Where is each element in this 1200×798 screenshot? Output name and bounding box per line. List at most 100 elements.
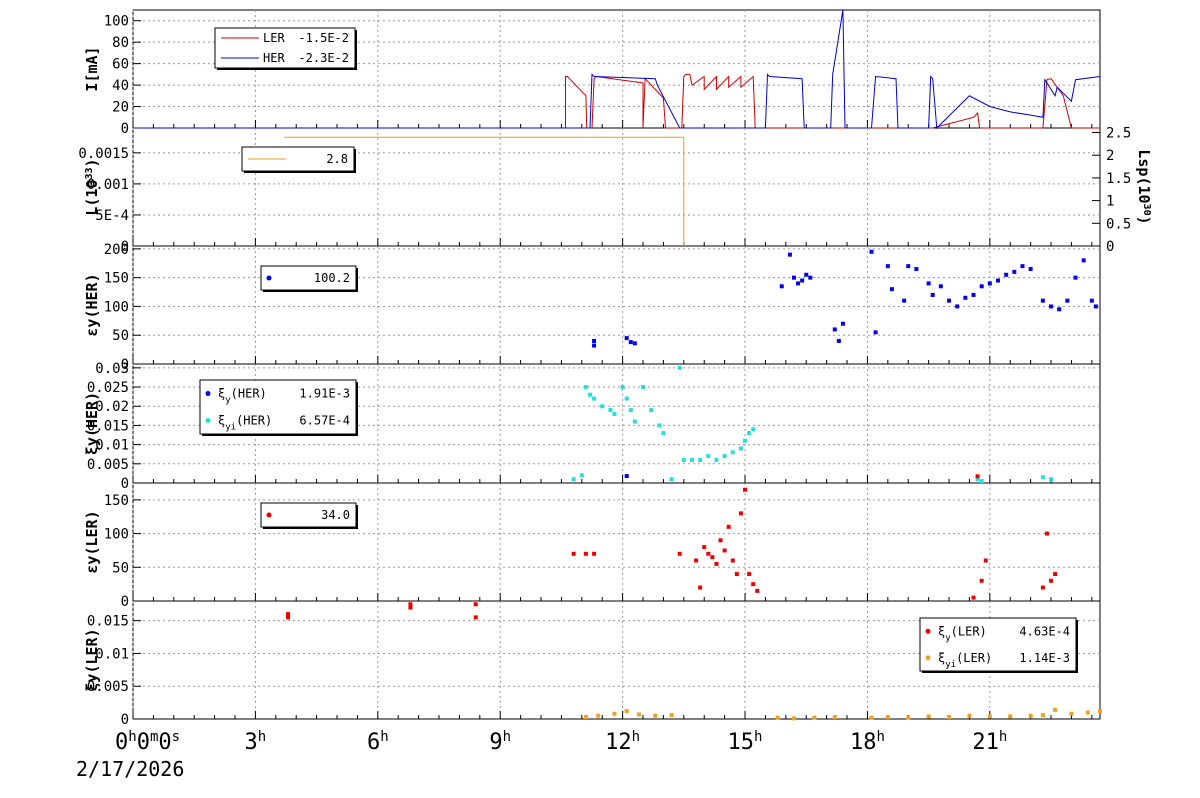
y-tick-label-right: 0: [1106, 239, 1114, 255]
data-point: [751, 582, 756, 587]
data-point: [1073, 275, 1078, 280]
data-point: [710, 555, 715, 560]
data-point: [600, 404, 605, 409]
y-axis-label: I[mA]: [83, 46, 101, 91]
data-point: [734, 572, 739, 577]
data-point: [698, 457, 703, 462]
data-point: [730, 558, 735, 563]
data-point: [914, 267, 919, 272]
data-point: [902, 298, 907, 303]
data-point: [583, 551, 588, 556]
y-tick-label: 0: [121, 239, 129, 255]
legend-box: [260, 502, 357, 528]
data-point: [579, 473, 584, 478]
data-point: [624, 336, 629, 341]
data-point: [286, 615, 291, 620]
data-point: [641, 385, 646, 390]
y-tick-label: 150: [104, 493, 129, 509]
legend-dot-marker: [266, 275, 272, 281]
y-tick-label: 0: [121, 594, 129, 610]
data-point: [775, 715, 780, 720]
data-point: [751, 427, 756, 432]
data-point: [1028, 267, 1033, 272]
legend-dot-marker: [205, 391, 211, 396]
data-point: [592, 343, 597, 348]
data-point: [979, 284, 984, 289]
y-tick-label: 0.03: [95, 361, 129, 377]
y-tick-label-right: 2: [1106, 148, 1114, 164]
data-point: [987, 714, 992, 719]
data-point: [661, 431, 666, 436]
legend-value: 2.8: [326, 152, 348, 166]
data-point: [702, 545, 707, 550]
y-tick-label: 5E-4: [95, 208, 129, 224]
legend-value: 1.91E-3: [299, 387, 350, 401]
y-tick-label: 0.01: [95, 438, 129, 454]
data-point: [592, 551, 597, 556]
data-point: [657, 423, 662, 428]
data-point: [592, 338, 597, 343]
legend-value: 1.14E-3: [1019, 651, 1070, 665]
data-point: [738, 446, 743, 451]
y-tick-label: 50: [112, 560, 129, 576]
data-point: [987, 281, 992, 286]
data-point: [1040, 585, 1045, 590]
y-tick-label: 0: [121, 712, 129, 728]
y-tick-label: 0.001: [87, 177, 129, 193]
data-point: [983, 558, 988, 563]
data-point: [755, 588, 760, 593]
y-tick-label: 0.01: [95, 646, 129, 662]
data-point: [963, 295, 968, 300]
data-point: [669, 713, 674, 718]
data-point: [1081, 258, 1086, 263]
x-tick-label: 0h0m0s: [115, 729, 180, 755]
x-tick-label: 12h: [605, 729, 640, 755]
data-point: [722, 454, 727, 459]
data-point: [571, 477, 576, 482]
data-point: [669, 477, 674, 482]
data-point: [906, 264, 911, 269]
data-point: [1085, 710, 1090, 715]
legend-dot-marker: [266, 512, 272, 518]
data-point: [653, 713, 658, 718]
x-tick-label: 3h: [245, 729, 267, 755]
data-point: [804, 272, 809, 277]
data-point: [583, 715, 588, 720]
data-point: [938, 284, 943, 289]
data-point: [1040, 298, 1045, 303]
data-point: [726, 524, 731, 529]
data-point: [571, 551, 576, 556]
legend-dot-marker: [205, 418, 211, 423]
data-point: [873, 330, 878, 335]
data-point: [796, 281, 801, 286]
data-point: [869, 249, 874, 254]
data-point: [620, 385, 625, 390]
y-tick-label: 0.0015: [78, 146, 129, 162]
data-point: [1004, 272, 1009, 277]
y-tick-label: 0.025: [87, 380, 129, 396]
y-tick-label: 0.015: [87, 614, 129, 630]
data-point: [730, 450, 735, 455]
x-tick-label: 21h: [972, 729, 1007, 755]
y-tick-label: 0: [121, 357, 129, 373]
legend: -1.5E-2 LER -2.3E-2 HER: [214, 27, 357, 70]
y-axis-label: L(1033): [83, 158, 101, 215]
data-point: [971, 595, 976, 600]
data-point: [706, 454, 711, 459]
x-tick-label: 18h: [850, 729, 885, 755]
data-point: [832, 327, 837, 332]
data-point: [408, 602, 413, 607]
data-point: [926, 281, 931, 286]
series-line-LER: [133, 73, 1100, 129]
legend-value: 34.0: [321, 508, 350, 522]
x-tick-label: 6h: [367, 729, 389, 755]
data-point: [967, 713, 972, 718]
data-point: [714, 457, 719, 462]
data-point: [718, 538, 723, 543]
data-point: [624, 396, 629, 401]
data-point: [628, 408, 633, 413]
y-tick-label: 200: [104, 242, 129, 258]
data-point: [747, 572, 752, 577]
